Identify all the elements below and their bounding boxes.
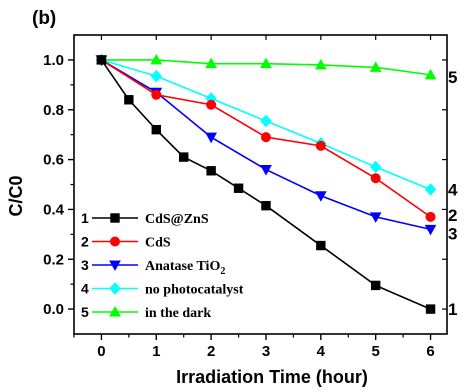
legend-item-2: 2 CdS [81,234,171,251]
series-5-point-1 [150,53,163,65]
legend-number: 1 [81,210,89,226]
series-2-point-6 [425,211,436,222]
series-1-point-2 [151,124,161,135]
y-tick-label-4: 0.8 [43,102,64,119]
legend-number: 3 [81,257,89,273]
y-tick-label-1: 0.2 [43,251,64,268]
series-1-point-9 [425,304,436,314]
legend-marker [110,213,120,223]
legend-item-1: 1 CdS@ZnS [81,210,209,227]
series-4-point-5 [370,160,382,174]
series-5-point-2 [205,57,217,69]
series-3-point-2 [205,132,217,144]
series-1-point-0 [96,55,107,65]
legend-marker [109,305,121,317]
legend: 1 CdS@ZnS 2 CdS 3 Anatase TiO2 4 no photocataly… [81,210,244,321]
series-3-end-label: 3 [448,224,457,243]
series-1: 1 [96,55,457,319]
series-3-point-3 [260,165,272,176]
series-3-point-5 [369,212,382,223]
series-3-point-4 [314,191,327,202]
series-1-point-6 [261,200,271,211]
legend-number: 2 [81,234,89,250]
series-2-point-5 [370,173,381,184]
series-1-point-5 [233,183,244,193]
x-axis-title: Irradiation Time (hour) [176,367,368,387]
series-5-point-4 [314,58,327,70]
series-4-point-3 [260,114,272,128]
series-1-point-7 [316,240,326,251]
legend-label: CdS@ZnS [145,212,209,227]
y-axis-title: C/C0 [6,175,26,216]
legend-label: CdS [145,236,171,251]
series-5-point-3 [260,57,272,69]
legend-number: 5 [81,304,89,320]
legend-marker [109,282,121,295]
y-tick-label-0: 0.0 [43,301,64,318]
series-5-point-5 [369,61,382,72]
series-2-point-4 [315,140,326,151]
legend-item-5: 5 in the dark [81,304,211,321]
series-5-end-label: 5 [448,68,457,87]
series-4-point-6 [424,183,437,196]
series-2-point-2 [206,99,217,110]
legend-marker [109,260,121,272]
x-tick-label-0: 0 [97,343,105,360]
legend-label: Anatase TiO2 [145,259,225,277]
legend-item-4: 4 no photocatalyst [81,281,244,298]
y-tick-label-3: 0.6 [43,152,64,169]
series-1-point-8 [370,280,381,291]
legend-marker [110,236,120,247]
legend-item-3: 3 Anatase TiO2 [81,257,225,277]
series-2-point-3 [260,132,271,143]
x-tick-label-3: 3 [262,343,270,360]
series-1-line [100,59,431,310]
series-5-point-6 [424,68,437,80]
series-4-point-1 [150,69,162,83]
x-tick-label-2: 2 [207,343,215,360]
legend-label-subscript: 2 [220,266,225,277]
x-tick-label-6: 6 [426,343,434,360]
series-2-point-1 [151,89,162,100]
series-2: 2 [96,54,457,225]
legend-label: no photocatalyst [145,283,244,298]
y-tick-label-2: 0.4 [43,201,65,218]
x-tick-label-5: 5 [372,343,380,360]
legend-label: in the dark [145,306,211,321]
series-1-point-1 [124,95,134,105]
series-1-point-4 [206,166,216,176]
series-1-point-3 [179,152,189,162]
series-4-end-label: 4 [448,180,458,199]
series-4: 4 [95,53,458,199]
x-tick-label-4: 4 [317,343,326,360]
axes: 0 1 2 3 4 5 6 0.0 0.2 0.4 0.6 0.8 1.0 [43,34,448,360]
series-1-end-label: 1 [448,300,457,319]
series-2-end-label: 2 [448,206,457,225]
y-tick-label-5: 1.0 [43,52,64,69]
series-5: 5 [95,53,457,87]
legend-number: 4 [81,281,89,297]
series-3-point-6 [424,224,437,236]
panel-label: (b) [32,8,56,29]
x-tick-label-1: 1 [152,343,160,360]
